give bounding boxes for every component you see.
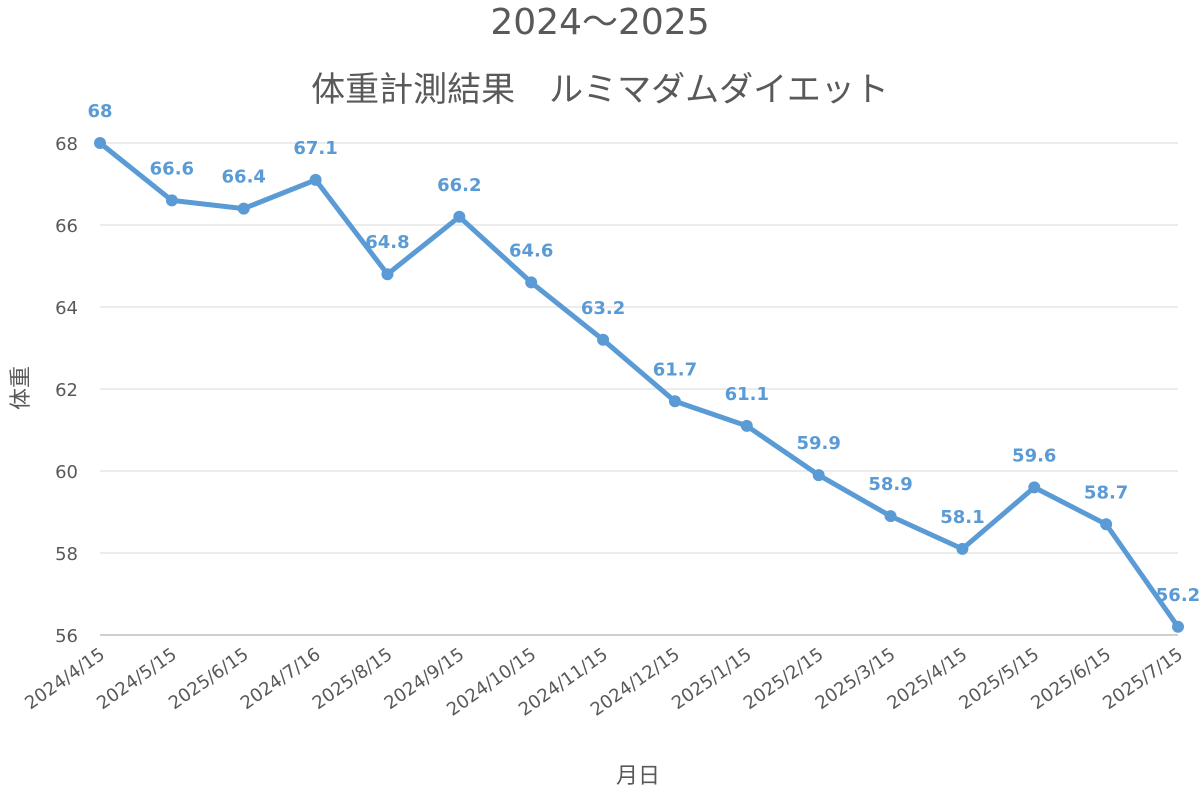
y-tick-label: 56 — [55, 626, 78, 647]
data-point — [1028, 481, 1041, 494]
data-label: 61.1 — [725, 384, 769, 405]
x-tick-label: 2025/4/15 — [884, 644, 972, 714]
data-label: 61.7 — [653, 359, 697, 380]
data-point — [1100, 518, 1113, 531]
data-label: 58.1 — [940, 507, 984, 528]
data-point — [525, 276, 538, 289]
x-tick-label: 2025/7/15 — [1099, 644, 1187, 714]
data-label: 66.2 — [437, 175, 481, 196]
x-tick-label: 2025/3/15 — [812, 644, 900, 714]
data-point — [309, 173, 322, 186]
data-label: 59.9 — [796, 433, 840, 454]
data-label: 58.7 — [1084, 482, 1128, 503]
x-axis-title: 月日 — [616, 764, 660, 789]
y-tick-label: 66 — [55, 216, 78, 237]
data-point — [165, 194, 178, 207]
data-label: 66.6 — [150, 158, 194, 179]
data-point — [381, 268, 394, 281]
data-point — [668, 395, 681, 408]
data-point — [740, 419, 753, 432]
x-tick-label: 2025/6/15 — [1027, 644, 1115, 714]
data-label: 67.1 — [293, 138, 337, 159]
data-label: 64.8 — [365, 232, 409, 253]
x-tick-label: 2025/6/15 — [165, 644, 253, 714]
x-tick-label: 2025/5/15 — [955, 644, 1043, 714]
series-line — [97, 140, 1181, 630]
data-point — [94, 137, 106, 149]
data-point — [453, 210, 466, 223]
data-point — [812, 469, 825, 482]
y-tick-label: 60 — [55, 462, 78, 483]
y-tick-label: 62 — [55, 380, 78, 401]
data-point — [237, 202, 250, 215]
grid-lines — [100, 142, 1178, 636]
data-label: 64.6 — [509, 240, 553, 261]
chart-subtitle: 体重計測結果 ルミマダムダイエット — [311, 70, 889, 110]
x-axis: 2024/4/152024/5/152025/6/152024/7/162025… — [21, 644, 1187, 721]
x-tick-label: 2025/1/15 — [668, 644, 756, 714]
x-tick-label: 2025/8/15 — [309, 644, 397, 714]
data-labels: 68 66.6 66.4 67.1 64.8 66.2 64.6 63.2 61.7 61.1 59… — [87, 101, 1200, 606]
data-point — [884, 510, 897, 523]
data-label: 66.4 — [222, 167, 266, 188]
x-tick-label: 2024/7/16 — [237, 644, 325, 714]
x-tick-label: 2024/5/15 — [93, 644, 181, 714]
data-label: 63.2 — [581, 298, 625, 319]
y-axis-title: 体重 — [9, 366, 34, 410]
y-tick-label: 68 — [55, 134, 78, 155]
data-label: 68 — [87, 101, 112, 122]
y-tick-label: 64 — [55, 298, 78, 319]
chart-title: 2024〜2025 — [490, 2, 709, 43]
x-tick-label: 2024/4/15 — [21, 644, 109, 714]
y-tick-label: 58 — [55, 544, 78, 565]
series-group — [94, 137, 1184, 633]
data-point — [597, 333, 610, 346]
y-axis: 56 58 60 62 64 66 68 — [55, 134, 78, 647]
data-label: 59.6 — [1012, 445, 1056, 466]
data-label: 58.9 — [868, 474, 912, 495]
data-point — [1172, 620, 1184, 633]
x-tick-label: 2025/2/15 — [740, 644, 828, 714]
data-point — [956, 542, 969, 555]
data-label: 56.2 — [1156, 585, 1200, 606]
